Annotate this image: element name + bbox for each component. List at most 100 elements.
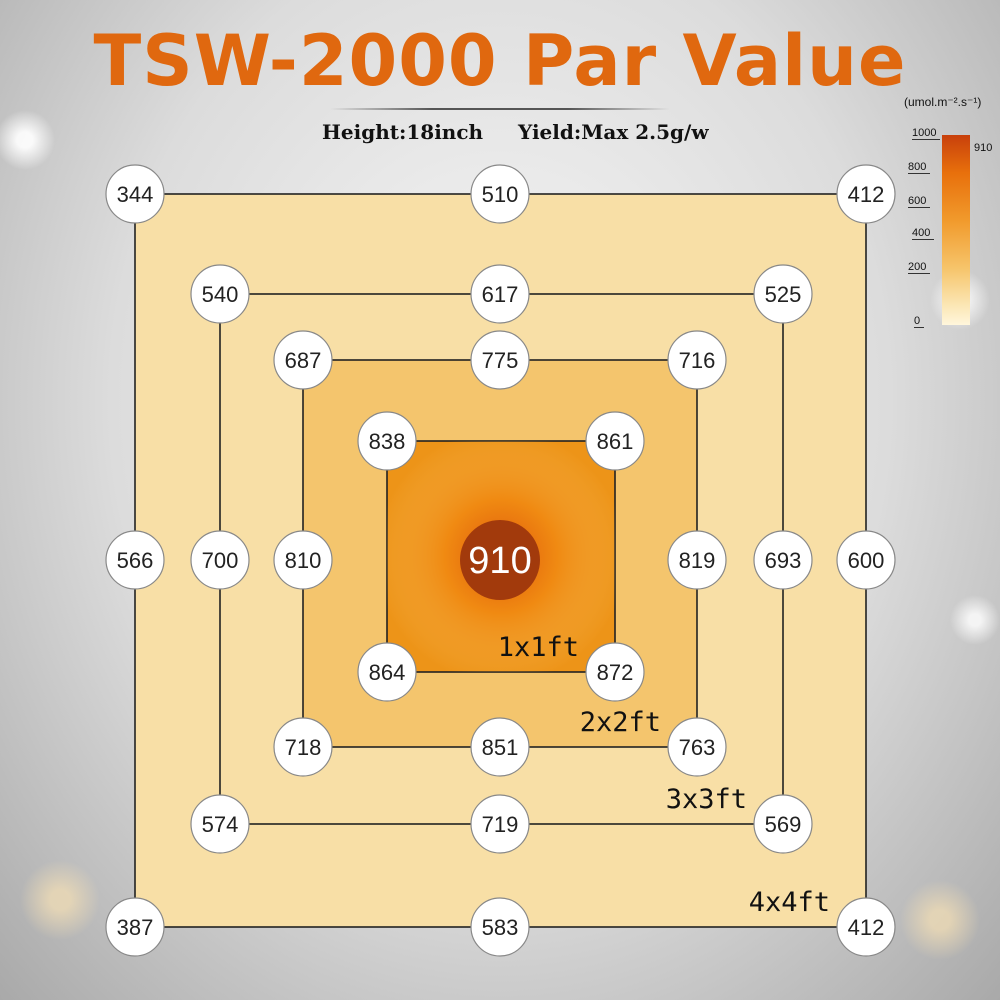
par-node: 861 [585,411,645,471]
node-value: 387 [117,915,154,940]
node-value: 838 [369,429,406,454]
node-circle [667,530,727,590]
center-value: 910 [468,540,531,582]
node-value: 510 [482,182,519,207]
node-value: 525 [765,282,802,307]
area-labels: 1x1ft 2x2ft 3x3ft 4x4ft [498,632,830,918]
subtitle: Height:18inch Yield:Max 2.5g/w [322,120,737,144]
par-node: 540 [190,264,250,324]
par-readings: 344 510 412 540 617 525 687 775 716 838 861 566 700 8… [105,164,896,957]
par-node: 525 [753,264,813,324]
area-label-2x2ft: 2x2ft [580,707,661,738]
node-value: 716 [679,348,716,373]
node-circle [753,530,813,590]
node-value: 574 [202,812,239,837]
node-circle [585,411,645,471]
node-value: 600 [848,548,885,573]
par-node: 872 [585,642,645,702]
node-value: 412 [848,182,885,207]
node-value: 718 [285,735,322,760]
area-label-3x3ft: 3x3ft [666,784,747,815]
node-value: 719 [482,812,519,837]
node-value: 540 [202,282,239,307]
node-circle [105,897,165,957]
par-node: 566 [105,530,165,590]
par-node: 617 [470,264,530,324]
node-circle [470,897,530,957]
legend-gradient-bar [942,135,970,325]
node-circle [357,642,417,702]
node-circle [273,530,333,590]
par-node: 574 [190,794,250,854]
node-value: 566 [117,548,154,573]
node-circle [273,717,333,777]
par-node: 719 [470,794,530,854]
par-node: 412 [836,897,896,957]
node-circle [836,530,896,590]
node-circle [105,164,165,224]
node-value: 819 [679,548,716,573]
par-node: 344 [105,164,165,224]
par-node: 838 [357,411,417,471]
par-node: 569 [753,794,813,854]
node-circle [753,264,813,324]
legend-tick: 0 [914,315,925,328]
node-circle [273,330,333,390]
node-circle [470,717,530,777]
node-value: 569 [765,812,802,837]
node-value: 810 [285,548,322,573]
node-circle [470,264,530,324]
node-circle [667,717,727,777]
legend-tick: 800 [908,161,931,174]
area-label-1x1ft: 1x1ft [498,632,579,663]
par-node: 387 [105,897,165,957]
par-node: 693 [753,530,813,590]
par-node: 819 [667,530,727,590]
node-circle [470,164,530,224]
par-node: 600 [836,530,896,590]
par-node: 864 [357,642,417,702]
height-label: Height:18inch [322,120,484,144]
node-value: 763 [679,735,716,760]
node-value: 344 [117,182,154,207]
node-value: 775 [482,348,519,373]
node-circle [667,330,727,390]
center-marker [460,520,540,600]
node-value: 412 [848,915,885,940]
node-value: 851 [482,735,519,760]
node-circle [357,411,417,471]
node-circle [190,264,250,324]
node-circle [105,530,165,590]
color-scale-legend: (umol.m⁻².s⁻¹) 1000 800 600 400 200 0 91… [900,95,1000,335]
par-node: 700 [190,530,250,590]
par-node: 810 [273,530,333,590]
node-value: 687 [285,348,322,373]
node-circle [836,897,896,957]
node-circle [585,642,645,702]
title-divider [330,108,670,110]
legend-unit: (umol.m⁻².s⁻¹) [904,95,982,109]
legend-tick: 400 [912,227,935,240]
legend-tick: 600 [908,195,931,208]
node-value: 583 [482,915,519,940]
node-value: 693 [765,548,802,573]
node-circle [470,330,530,390]
area-label-4x4ft: 4x4ft [749,887,830,918]
par-node: 718 [273,717,333,777]
par-node: 687 [273,330,333,390]
node-value: 872 [597,660,634,685]
node-value: 700 [202,548,239,573]
node-circle [190,530,250,590]
center-glow: 910 [387,441,615,672]
node-circle [753,794,813,854]
legend-tick: 1000 [912,127,941,140]
node-circle [190,794,250,854]
yield-label: Yield:Max 2.5g/w [518,120,709,144]
par-node: 716 [667,330,727,390]
par-node: 851 [470,717,530,777]
par-node: 583 [470,897,530,957]
node-value: 861 [597,429,634,454]
node-circle [836,164,896,224]
page-title: TSW-2000 Par Value [93,20,907,102]
